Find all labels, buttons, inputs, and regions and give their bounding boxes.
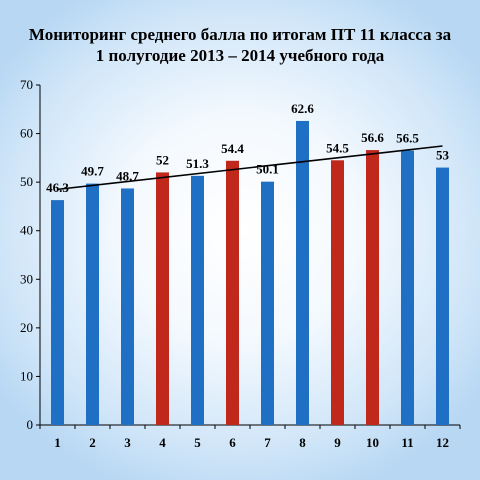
data-label: 62.6 [291, 101, 314, 116]
bar [226, 160, 239, 425]
y-tick-label: 70 [20, 77, 33, 92]
data-label: 54.5 [326, 140, 349, 155]
x-tick-label: 12 [436, 435, 449, 450]
y-tick-label: 50 [20, 174, 33, 189]
data-label: 49.7 [81, 164, 104, 179]
data-label: 56.5 [396, 131, 419, 146]
data-label: 51.3 [186, 156, 209, 171]
x-tick-label: 9 [334, 435, 341, 450]
x-tick-label: 4 [159, 435, 166, 450]
y-tick-label: 40 [20, 223, 33, 238]
chart-title-line-1: Мониторинг среднего балла по итогам ПТ 1… [28, 25, 452, 44]
bar [156, 172, 169, 425]
data-label: 50.1 [256, 162, 279, 177]
x-tick-label: 10 [366, 435, 379, 450]
data-label: 53 [436, 148, 450, 163]
bar [86, 183, 99, 425]
data-label: 54.4 [221, 141, 244, 156]
x-tick-label: 6 [229, 435, 236, 450]
bar [296, 120, 309, 425]
bar [331, 160, 344, 426]
x-tick-label: 5 [194, 435, 201, 450]
data-label: 56.6 [361, 130, 384, 145]
x-tick-label: 7 [264, 435, 271, 450]
x-tick-label: 11 [401, 435, 413, 450]
x-tick-label: 2 [89, 435, 96, 450]
chart-title: Мониторинг среднего балла по итогам ПТ 1… [0, 24, 480, 66]
trendline [57, 145, 443, 191]
x-tick-label: 3 [124, 435, 131, 450]
bar [436, 167, 449, 426]
bar [401, 150, 414, 426]
y-tick-label: 10 [20, 368, 33, 383]
y-tick-label: 20 [20, 320, 33, 335]
chart-subtitle: 1 полугодие 2013 – 2014 учебного года [95, 46, 385, 65]
x-tick-label: 8 [299, 435, 306, 450]
bar [366, 150, 379, 426]
data-label: 46.3 [46, 180, 69, 195]
bar [51, 200, 64, 425]
y-tick-label: 30 [20, 271, 33, 286]
bar [121, 188, 134, 425]
y-tick-label: 0 [27, 417, 34, 432]
x-tick-label: 1 [54, 435, 61, 450]
data-label: 48.7 [116, 168, 139, 183]
bar [191, 175, 204, 425]
bar [261, 181, 274, 425]
y-tick-label: 60 [20, 126, 33, 141]
data-label: 52 [156, 152, 169, 167]
